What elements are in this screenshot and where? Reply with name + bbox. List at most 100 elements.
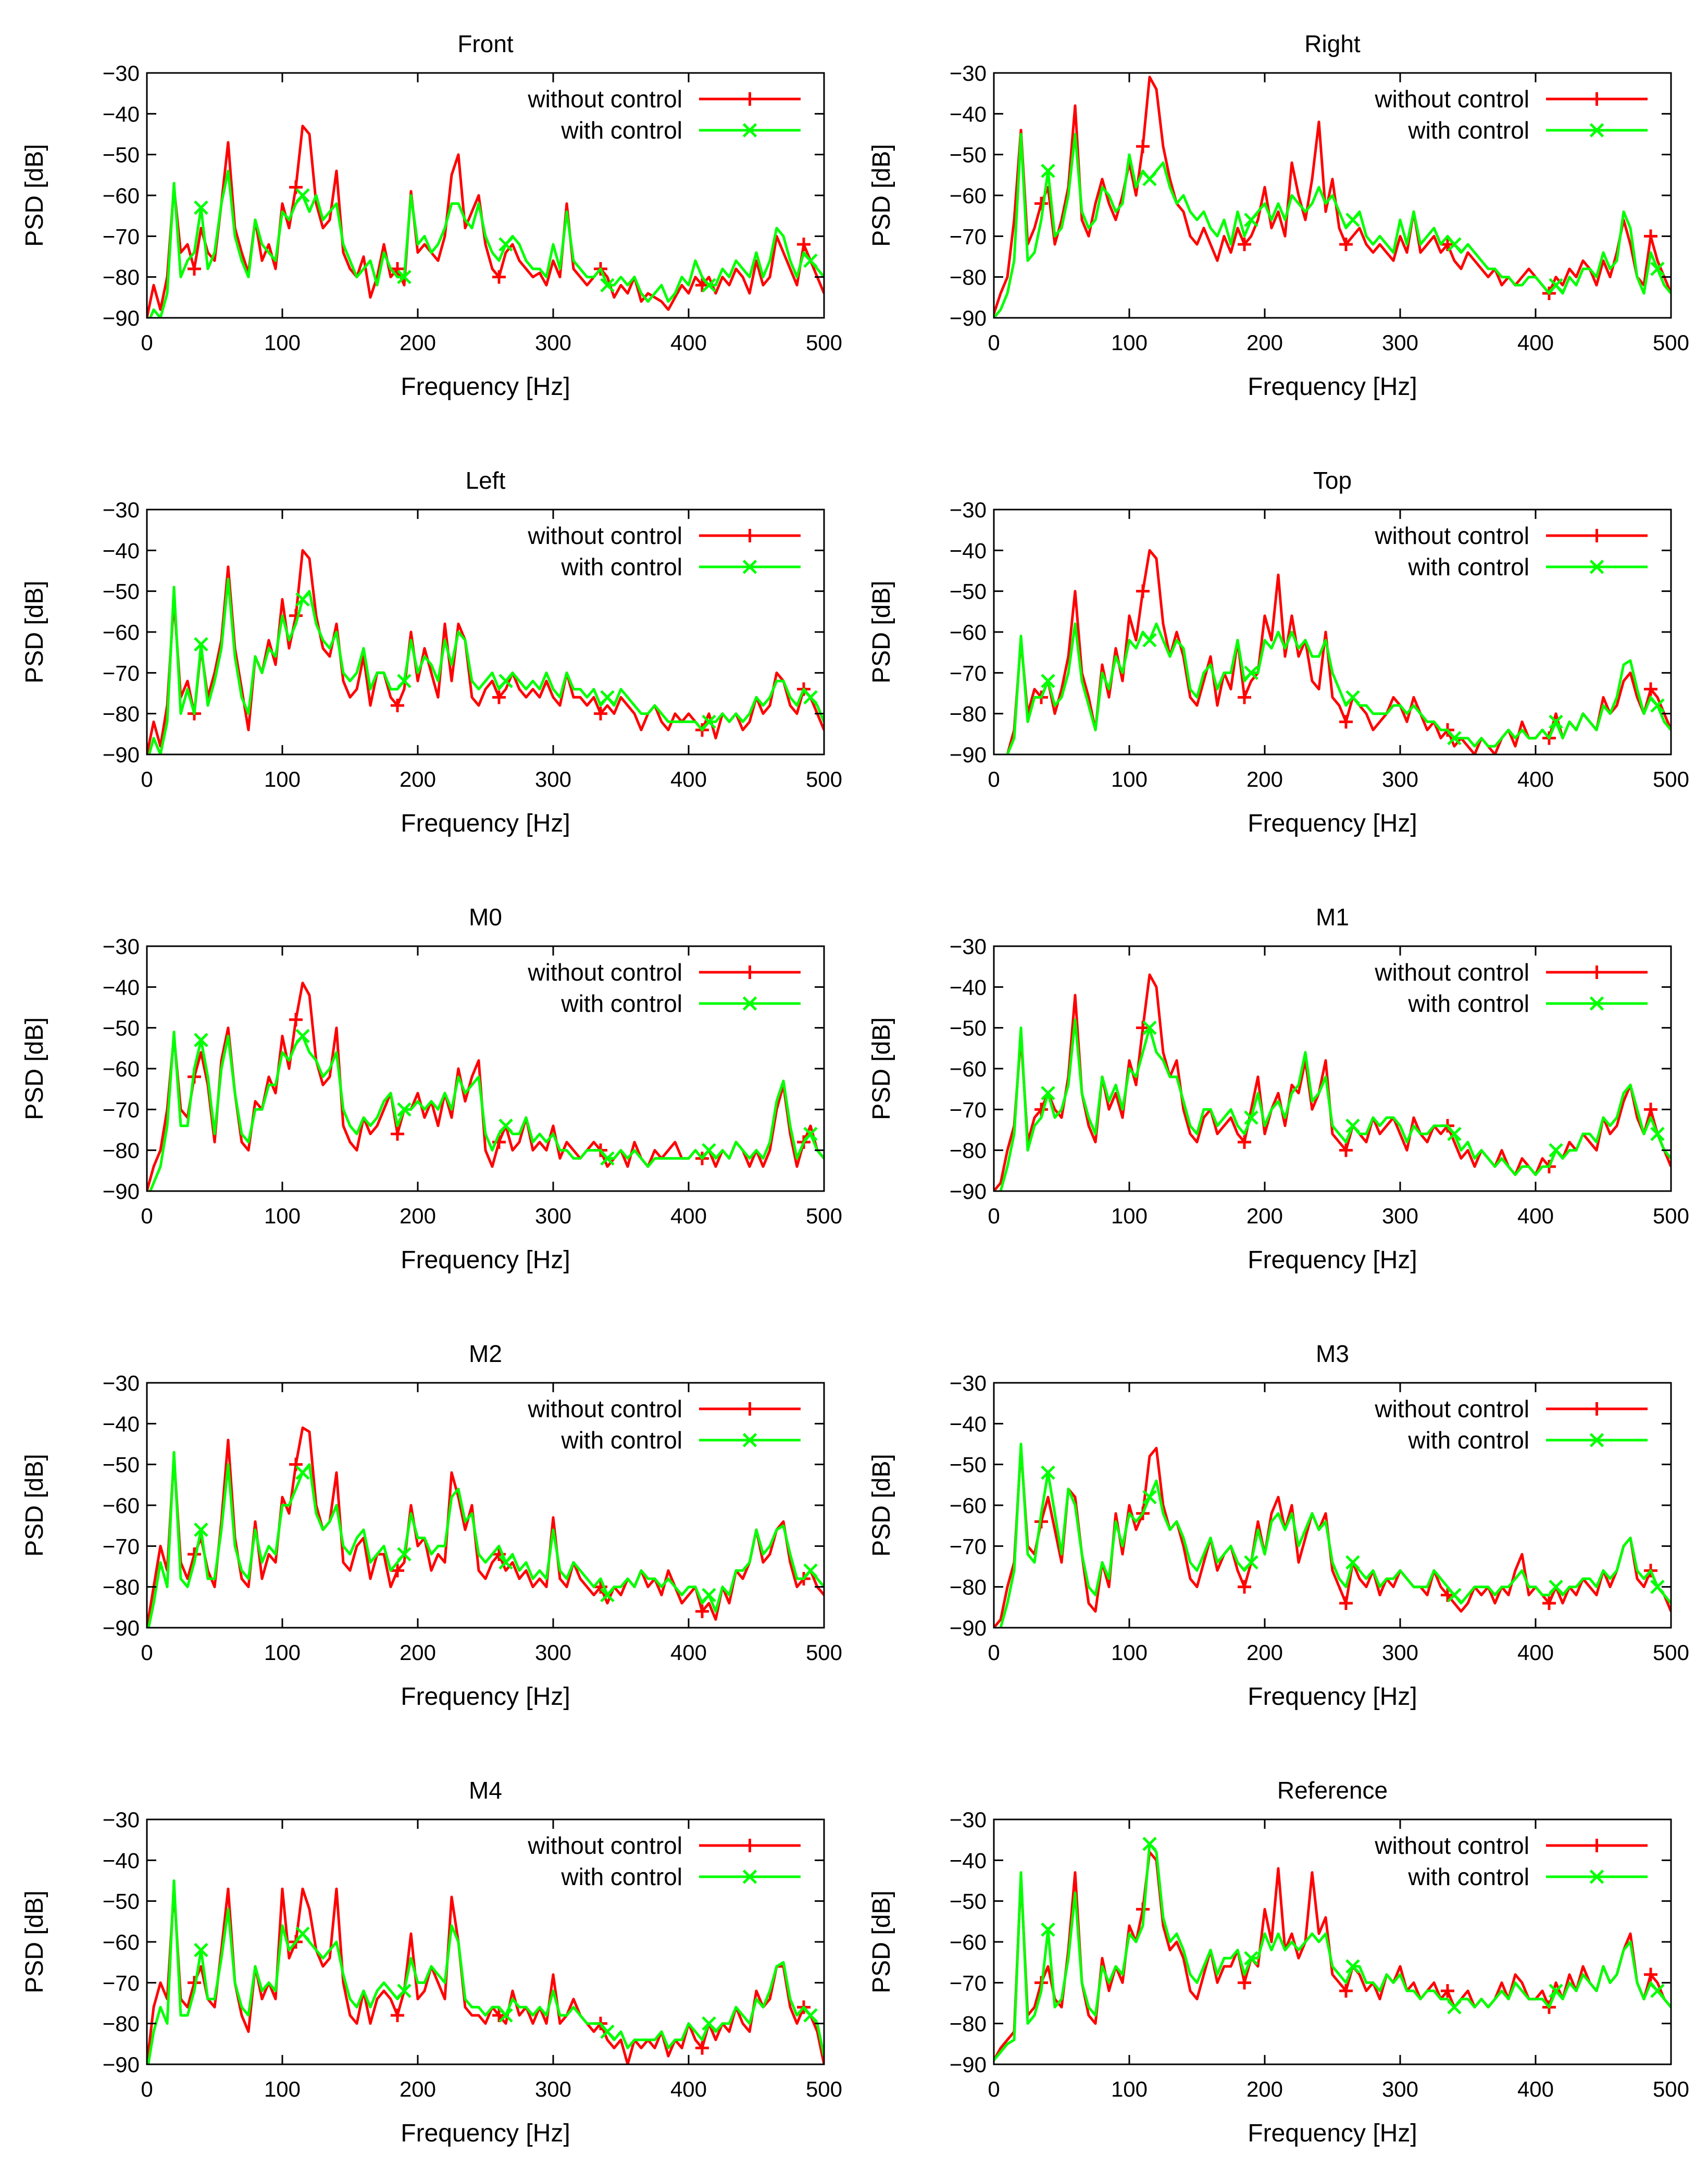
x-axis-label: Frequency [Hz] [401,2120,570,2147]
data-point-marker [1441,238,1454,251]
x-axis-label: Frequency [Hz] [1248,810,1417,837]
x-tick-label: 0 [141,330,153,355]
data-point-marker [492,690,506,704]
y-tick-label: −80 [950,1138,987,1163]
panel-title: M1 [1316,903,1349,931]
y-tick-label: −80 [950,702,987,726]
data-point-marker [594,707,607,721]
series-with-control [994,1837,1671,2061]
legend-marker [1590,965,1604,979]
x-axis-label: Frequency [Hz] [401,810,570,837]
data-point-marker [391,2009,404,2022]
panel-title: M4 [469,1777,502,1804]
data-point-marker [397,1102,412,1117]
y-tick-label: −40 [103,102,140,126]
y-tick-label: −50 [950,1453,987,1477]
x-tick-label: 400 [670,330,707,355]
legend-label: with control [560,1427,682,1454]
data-point-marker [1650,1579,1665,1594]
series-line [994,973,1671,1191]
data-point-marker [803,1563,818,1578]
data-point-marker [295,1465,310,1480]
data-point-marker [1034,196,1048,210]
data-point-marker [1244,1110,1258,1125]
data-point-marker [295,1029,310,1044]
x-tick-label: 100 [1111,767,1148,791]
y-tick-label: −50 [103,1016,140,1041]
legend-marker [1589,996,1604,1011]
legend-marker [742,1433,757,1447]
data-point-marker [1644,1967,1657,1981]
y-tick-label: −40 [103,1848,140,1873]
legend-label: without control [1374,522,1529,549]
panel-title: Front [457,30,514,57]
y-tick-label: −90 [103,742,140,767]
legend-marker [742,560,757,574]
data-point-marker [391,1564,404,1578]
data-point-marker [397,1984,412,1998]
legend-label: without control [1374,959,1529,986]
data-point-marker [289,1013,303,1026]
y-tick-label: −90 [950,1179,987,1204]
series-without-control [994,1851,1671,2061]
x-tick-label: 100 [264,1204,301,1228]
data-point-marker [1339,1596,1353,1610]
data-point-marker [397,1547,412,1562]
series-line [994,133,1671,318]
data-point-marker [1650,1126,1665,1142]
x-tick-label: 100 [1111,2077,1148,2101]
data-point-marker [1644,229,1657,243]
x-tick-label: 400 [670,1204,707,1228]
data-point-marker [498,1118,513,1133]
x-tick-label: 500 [806,1640,842,1665]
x-tick-label: 100 [264,330,301,355]
y-axis-label: PSD [dB] [868,1454,895,1556]
y-tick-label: −70 [103,1534,140,1558]
x-tick-label: 300 [1382,1640,1418,1665]
x-tick-label: 200 [400,1640,436,1665]
y-tick-label: −50 [103,1889,140,1914]
y-tick-label: −40 [950,538,987,563]
series-line [1005,622,1671,754]
x-tick-label: 300 [1382,2077,1418,2101]
x-tick-label: 100 [1111,1204,1148,1228]
legend-marker [742,123,757,138]
legend-label: without control [527,522,682,549]
data-point-marker [1041,1465,1055,1480]
x-tick-label: 200 [400,1204,436,1228]
data-point-marker [600,690,615,705]
panel-right: Right −90 −80 −70 −60 −50 −40 −30 0 100 200 300 400 5… [868,30,1689,401]
data-point-marker [803,253,818,268]
data-point-marker [194,1942,208,1958]
data-point-marker [194,200,208,215]
y-tick-label: −50 [950,1889,987,1914]
y-tick-label: −50 [950,1016,987,1041]
data-point-marker [1447,2000,1462,2015]
data-point-marker [1345,1118,1360,1133]
data-point-marker [1142,1837,1157,1851]
legend-marker [743,529,757,542]
x-tick-label: 0 [141,767,153,791]
x-tick-label: 400 [1517,2077,1554,2101]
x-tick-label: 500 [1653,2077,1689,2101]
legend-label: with control [560,1863,682,1890]
legend-label: without control [1374,1832,1529,1859]
y-tick-label: −70 [103,1097,140,1122]
y-tick-label: −60 [950,1057,987,1081]
legend-label: with control [1407,1863,1529,1890]
y-tick-label: −70 [103,661,140,685]
series-with-control [999,1443,1671,1628]
series-with-control [994,133,1671,318]
y-tick-label: −40 [103,975,140,999]
legend-label: with control [560,553,682,580]
series-line [994,76,1671,314]
data-point-marker [492,2009,506,2022]
x-tick-label: 500 [806,2077,842,2101]
data-point-marker [194,1033,208,1047]
legend-label: without control [1374,85,1529,113]
x-tick-label: 200 [400,330,436,355]
series-without-control [994,973,1671,1191]
data-point-marker [1644,682,1657,696]
data-point-marker [295,592,310,607]
